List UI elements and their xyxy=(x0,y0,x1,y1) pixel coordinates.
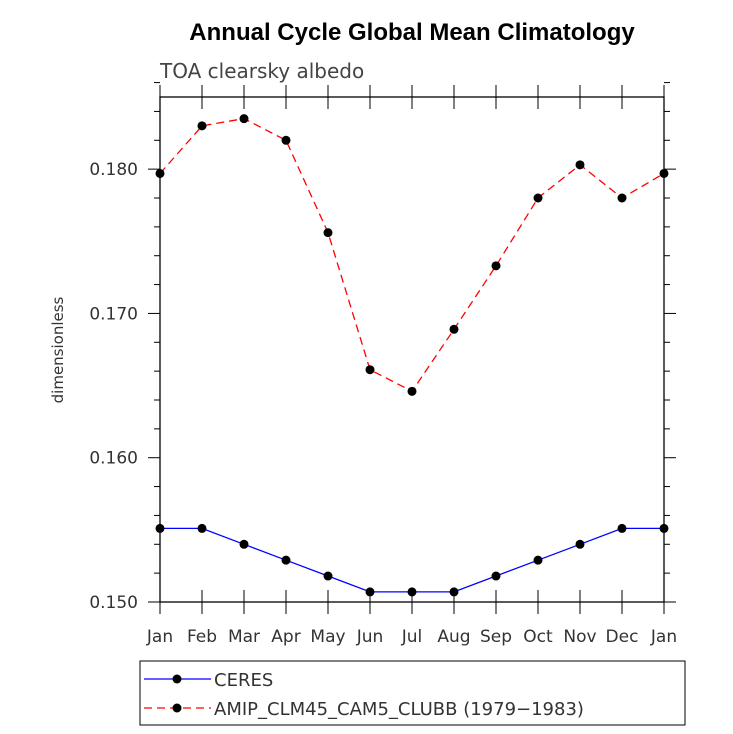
x-tick-label: Jan xyxy=(146,627,173,647)
chart-subtitle: TOA clearsky albedo xyxy=(159,59,364,83)
data-point xyxy=(323,228,333,238)
series-1 xyxy=(155,114,669,396)
data-point xyxy=(323,571,333,581)
y-tick-label: 0.150 xyxy=(89,593,138,613)
data-point xyxy=(239,114,249,124)
legend: CERES AMIP_CLM45_CAM5_CLUBB (1979−1983) xyxy=(144,670,584,720)
legend-label: CERES xyxy=(214,670,273,691)
data-point xyxy=(533,555,543,565)
data-point xyxy=(617,523,627,533)
x-tick-label: Jun xyxy=(356,627,384,647)
y-tick-label: 0.160 xyxy=(89,449,138,469)
data-point xyxy=(365,587,375,597)
data-point xyxy=(449,587,459,597)
data-point xyxy=(533,193,543,203)
series-line xyxy=(160,527,664,593)
data-point xyxy=(617,193,627,203)
series-layer xyxy=(155,114,669,597)
data-point xyxy=(659,523,669,533)
x-tick-label: Jan xyxy=(650,627,677,647)
y-tick-label: 0.180 xyxy=(89,160,138,180)
data-point xyxy=(491,571,501,581)
legend-marker xyxy=(172,703,182,713)
data-point xyxy=(155,168,165,178)
axis-ticks xyxy=(148,82,676,614)
x-tick-label: Dec xyxy=(606,627,639,647)
series-line xyxy=(159,117,665,393)
legend-label: AMIP_CLM45_CAM5_CLUBB (1979−1983) xyxy=(214,699,584,720)
data-point xyxy=(365,365,375,375)
data-point xyxy=(575,160,585,170)
legend-marker xyxy=(172,674,182,684)
data-point xyxy=(575,539,585,549)
data-point xyxy=(449,324,459,334)
series-0 xyxy=(155,523,669,597)
data-point xyxy=(281,555,291,565)
data-point xyxy=(197,523,207,533)
x-tick-label: Oct xyxy=(523,627,553,647)
y-tick-labels: 0.150 0.160 0.170 0.180 xyxy=(89,160,138,613)
x-tick-label: Feb xyxy=(187,627,217,647)
x-tick-label: Jul xyxy=(401,627,423,647)
plot-frame xyxy=(159,96,665,603)
data-point xyxy=(281,135,291,145)
legend-box xyxy=(139,660,686,726)
x-tick-label: Nov xyxy=(563,627,596,647)
data-point xyxy=(197,121,207,131)
data-point xyxy=(155,523,165,533)
x-tick-label: Apr xyxy=(271,627,300,647)
x-tick-label: Sep xyxy=(480,627,512,647)
y-tick-label: 0.170 xyxy=(89,304,138,324)
y-axis-label: dimensionless xyxy=(49,296,67,403)
x-tick-label: May xyxy=(310,627,345,647)
data-point xyxy=(239,539,249,549)
x-tick-label: Aug xyxy=(437,627,470,647)
chart-title: Annual Cycle Global Mean Climatology xyxy=(189,19,635,46)
data-point xyxy=(407,587,417,597)
x-tick-labels: Jan Feb Mar Apr May Jun Jul Aug Sep Oct Nov Dec Jan xyxy=(146,627,677,647)
data-point xyxy=(491,261,501,271)
data-point xyxy=(659,168,669,178)
data-point xyxy=(407,386,417,396)
x-tick-label: Mar xyxy=(228,627,260,647)
